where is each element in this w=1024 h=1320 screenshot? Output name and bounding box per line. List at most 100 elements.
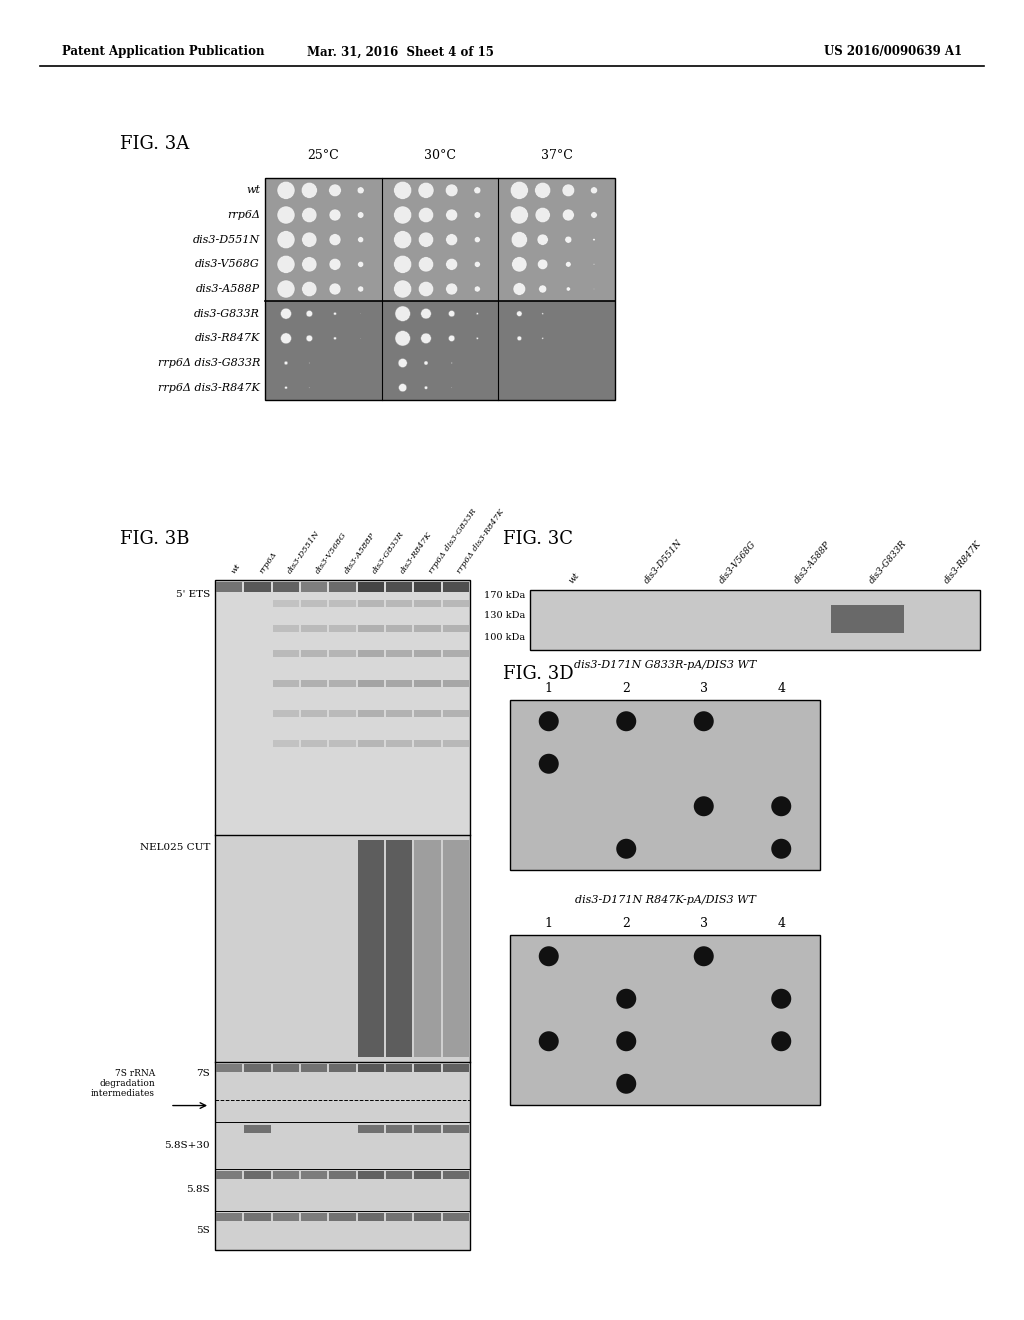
Circle shape xyxy=(357,286,364,292)
Circle shape xyxy=(329,282,341,294)
Bar xyxy=(215,1063,470,1250)
Text: dis3-R847K: dis3-R847K xyxy=(195,334,260,343)
Circle shape xyxy=(424,385,428,389)
Bar xyxy=(386,1171,413,1179)
Bar xyxy=(415,624,440,632)
Circle shape xyxy=(771,1031,792,1051)
Circle shape xyxy=(510,181,528,199)
Circle shape xyxy=(474,286,480,292)
Text: rrp6Δ: rrp6Δ xyxy=(227,210,260,220)
Bar xyxy=(357,1064,384,1072)
Text: 130 kDa: 130 kDa xyxy=(483,610,525,619)
Circle shape xyxy=(419,207,433,223)
Circle shape xyxy=(445,234,458,246)
Circle shape xyxy=(474,261,480,268)
Circle shape xyxy=(419,256,433,272)
Text: dis3-A588P: dis3-A588P xyxy=(793,540,833,585)
Circle shape xyxy=(357,211,364,218)
Circle shape xyxy=(306,335,312,342)
Circle shape xyxy=(445,209,458,220)
Text: dis3-D551N: dis3-D551N xyxy=(286,529,322,576)
Circle shape xyxy=(562,209,574,220)
Bar xyxy=(530,590,980,649)
Text: FIG. 3A: FIG. 3A xyxy=(120,135,189,153)
Circle shape xyxy=(445,259,458,271)
Circle shape xyxy=(771,989,792,1008)
Bar xyxy=(330,582,355,591)
Bar xyxy=(330,741,355,747)
Text: 3: 3 xyxy=(699,682,708,696)
Circle shape xyxy=(302,281,317,297)
Circle shape xyxy=(278,181,295,199)
Circle shape xyxy=(329,234,341,246)
Bar xyxy=(330,601,355,607)
Circle shape xyxy=(418,182,434,198)
Text: wt: wt xyxy=(567,570,582,585)
Bar xyxy=(215,834,470,1063)
Bar xyxy=(415,649,440,657)
Circle shape xyxy=(511,231,527,248)
Text: dis3-G833R: dis3-G833R xyxy=(371,529,406,576)
Text: 5.8S: 5.8S xyxy=(186,1185,210,1195)
Bar xyxy=(330,1213,355,1221)
Text: dis3-A588P: dis3-A588P xyxy=(196,284,260,294)
Text: dis3-D171N R847K-pA/DIS3 WT: dis3-D171N R847K-pA/DIS3 WT xyxy=(574,895,756,906)
Bar xyxy=(330,1171,355,1179)
Text: 170 kDa: 170 kDa xyxy=(483,590,525,599)
Text: 3: 3 xyxy=(699,917,708,931)
Bar xyxy=(245,582,270,591)
Bar xyxy=(386,710,413,717)
Text: dis3-D551N: dis3-D551N xyxy=(193,235,260,244)
Bar xyxy=(301,601,328,607)
Bar xyxy=(301,1213,328,1221)
Circle shape xyxy=(285,362,288,364)
Text: 5S: 5S xyxy=(197,1226,210,1234)
Bar xyxy=(442,1064,469,1072)
Bar xyxy=(415,1171,440,1179)
Circle shape xyxy=(536,207,550,223)
Circle shape xyxy=(539,754,559,774)
Bar xyxy=(415,1126,440,1134)
Text: 5' ETS: 5' ETS xyxy=(176,590,210,599)
Bar xyxy=(442,624,469,632)
Bar xyxy=(386,582,413,591)
Circle shape xyxy=(421,333,431,343)
Bar xyxy=(301,680,328,686)
Text: 1: 1 xyxy=(545,682,553,696)
Circle shape xyxy=(693,946,714,966)
Bar xyxy=(301,1171,328,1179)
Text: dis3-A588P: dis3-A588P xyxy=(342,531,377,576)
Text: rrp6Δ dis3-G833R: rrp6Δ dis3-G833R xyxy=(427,507,478,576)
Text: 7S: 7S xyxy=(197,1069,210,1078)
Circle shape xyxy=(393,206,412,224)
Circle shape xyxy=(445,183,458,197)
Bar xyxy=(330,649,355,657)
Circle shape xyxy=(398,384,407,392)
Text: dis3-V568G: dis3-V568G xyxy=(314,531,349,576)
Text: rrp6Δ: rrp6Δ xyxy=(257,550,279,576)
Circle shape xyxy=(616,1031,636,1051)
Text: 30°C: 30°C xyxy=(424,149,456,162)
Circle shape xyxy=(537,234,548,246)
Circle shape xyxy=(539,1031,559,1051)
Text: dis3-G833R: dis3-G833R xyxy=(195,309,260,318)
Circle shape xyxy=(419,232,433,247)
Circle shape xyxy=(539,711,559,731)
Bar xyxy=(272,1213,299,1221)
Bar xyxy=(216,1213,243,1221)
Bar xyxy=(272,680,299,686)
Circle shape xyxy=(424,360,428,366)
Bar xyxy=(442,710,469,717)
Circle shape xyxy=(565,236,571,243)
Text: wt: wt xyxy=(229,562,242,576)
Text: FIG. 3D: FIG. 3D xyxy=(503,665,573,682)
Circle shape xyxy=(395,306,411,321)
Bar xyxy=(330,710,355,717)
Circle shape xyxy=(616,838,636,859)
Circle shape xyxy=(281,333,292,343)
Bar xyxy=(386,1064,413,1072)
Bar xyxy=(272,624,299,632)
Bar xyxy=(301,649,328,657)
Bar xyxy=(357,601,384,607)
Circle shape xyxy=(302,232,317,247)
